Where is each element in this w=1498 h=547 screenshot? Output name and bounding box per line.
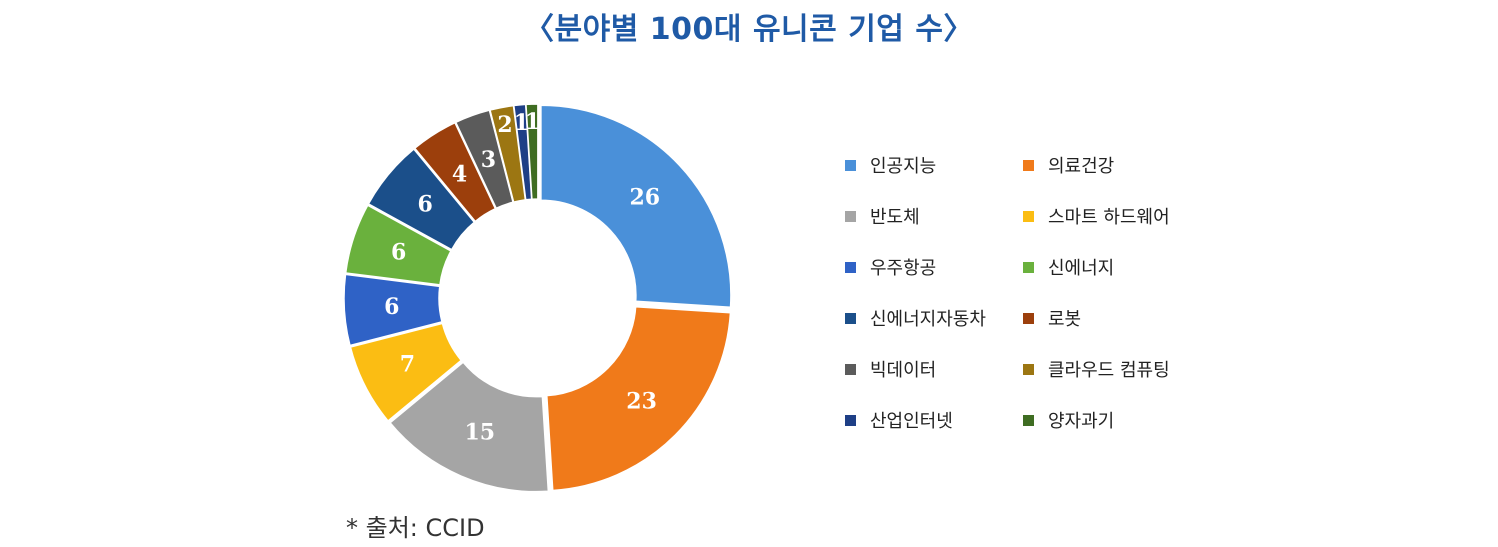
slice-value-label: 4 — [452, 161, 467, 187]
slice-value-label: 1 — [514, 110, 529, 136]
legend-item: 양자과기 — [1023, 405, 1114, 435]
slice-value-label: 23 — [626, 389, 657, 415]
slice-value-label: 26 — [629, 185, 660, 211]
legend-swatch — [845, 414, 856, 426]
chart-title: 〈분야별 100대 유니콘 기업 수〉 — [524, 12, 974, 47]
legend-item: 우주항공 — [845, 252, 936, 282]
legend-label: 양자과기 — [1048, 411, 1115, 432]
slice-3 — [388, 361, 550, 493]
legend-label: 신에너지자동차 — [870, 309, 986, 330]
legend-item: 스마트 하드웨어 — [1023, 201, 1170, 231]
legend-label: 반도체 — [870, 207, 920, 228]
slice-value-label: 3 — [481, 147, 496, 173]
legend-swatch — [1023, 414, 1034, 426]
slice-value-label: 1 — [525, 109, 540, 135]
legend-swatch — [845, 159, 856, 171]
legend-item: 인공지능 — [845, 150, 936, 180]
legend-label: 로봇 — [1048, 309, 1082, 330]
legend-item: 의료건강 — [1023, 150, 1114, 180]
legend-swatch — [1023, 159, 1034, 171]
slice-6 — [344, 204, 452, 286]
slice-8 — [413, 121, 497, 223]
legend-label: 빅데이터 — [870, 360, 937, 381]
legend-item: 빅데이터 — [845, 354, 936, 384]
legend-item: 로봇 — [1023, 303, 1081, 333]
legend-label: 인공지능 — [870, 156, 937, 177]
legend-swatch — [845, 312, 856, 324]
legend-item: 클라우드 컴퓨팅 — [1023, 354, 1170, 384]
legend-swatch — [845, 261, 856, 273]
slice-12 — [525, 103, 539, 200]
slice-5 — [343, 273, 443, 347]
source-note: * 출처: CCID — [346, 514, 485, 542]
legend-label: 스마트 하드웨어 — [1048, 207, 1170, 228]
legend-item: 산업인터넷 — [845, 405, 953, 435]
legend-swatch — [845, 210, 856, 222]
slice-value-label: 6 — [384, 294, 399, 320]
legend-item: 신에너지자동차 — [845, 303, 986, 333]
legend-item: 신에너지 — [1023, 252, 1114, 282]
legend-item: 반도체 — [845, 201, 920, 231]
legend-label: 의료건강 — [1048, 156, 1115, 177]
slice-4 — [349, 322, 463, 422]
legend-swatch — [1023, 261, 1034, 273]
legend-swatch — [1023, 210, 1034, 222]
legend-swatch — [845, 363, 856, 375]
slice-2 — [545, 305, 732, 492]
slice-value-label: 6 — [417, 192, 432, 218]
legend-label: 우주항공 — [870, 258, 937, 279]
slice-value-label: 15 — [465, 419, 496, 445]
slice-7 — [367, 147, 476, 251]
legend-label: 산업인터넷 — [870, 411, 953, 432]
slice-value-label: 2 — [497, 112, 512, 138]
legend-label: 클라우드 컴퓨팅 — [1048, 360, 1170, 381]
slice-value-label: 6 — [391, 240, 406, 266]
slice-value-label: 7 — [400, 352, 415, 378]
legend-label: 신에너지 — [1048, 258, 1115, 279]
legend-swatch — [1023, 363, 1034, 375]
legend-swatch — [1023, 312, 1034, 324]
slice-1 — [540, 104, 732, 308]
